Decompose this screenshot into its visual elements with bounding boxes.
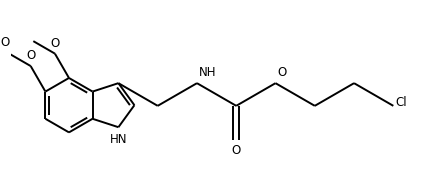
- Text: O: O: [26, 49, 35, 62]
- Text: O: O: [50, 37, 59, 50]
- Text: Cl: Cl: [395, 96, 406, 109]
- Text: O: O: [277, 66, 286, 79]
- Text: O: O: [231, 144, 240, 157]
- Text: NH: NH: [199, 66, 216, 79]
- Text: HN: HN: [109, 133, 127, 146]
- Text: O: O: [0, 36, 9, 49]
